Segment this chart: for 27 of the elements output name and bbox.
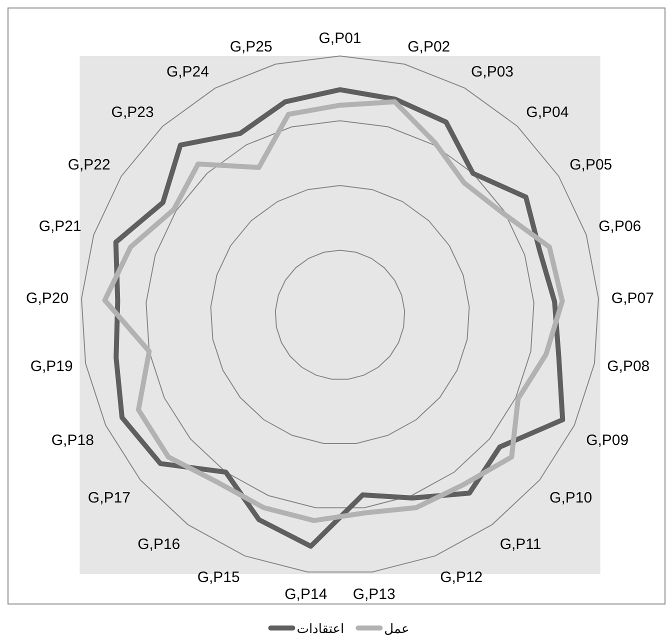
legend-label: اعتقادات [296,622,344,637]
spoke-label: G,P19 [30,358,73,375]
spoke-label: G,P08 [607,358,650,375]
spoke-label: G,P03 [471,64,514,81]
spoke-label: G,P17 [88,489,130,506]
spoke-label: G,P15 [197,568,240,586]
spoke-label: G,P22 [68,156,110,174]
spoke-label: G,P11 [500,536,542,554]
spoke-label: G,P05 [570,156,612,174]
spoke-label: G,P21 [38,218,82,235]
spoke-label: G,P09 [586,432,629,449]
spoke-label: G,P10 [550,489,592,506]
spoke-label: G,P01 [318,30,362,48]
spoke-label: G,P07 [611,290,654,307]
spoke-label: G,P13 [352,586,396,603]
spoke-label: G,P18 [51,432,94,449]
spoke-label: G,P02 [408,38,450,56]
spoke-label: G,P24 [166,64,209,81]
spoke-label: G,P20 [26,290,69,307]
spoke-label: G,P14 [284,586,328,603]
spoke-label: G,P12 [440,568,483,586]
spoke-label: G,P16 [138,536,180,554]
spoke-label: G,P25 [230,38,272,56]
legend-label: عمل [384,622,410,637]
spoke-label: G,P04 [526,104,569,121]
spoke-label: G,P23 [111,104,154,121]
spoke-label: G,P06 [598,218,642,235]
